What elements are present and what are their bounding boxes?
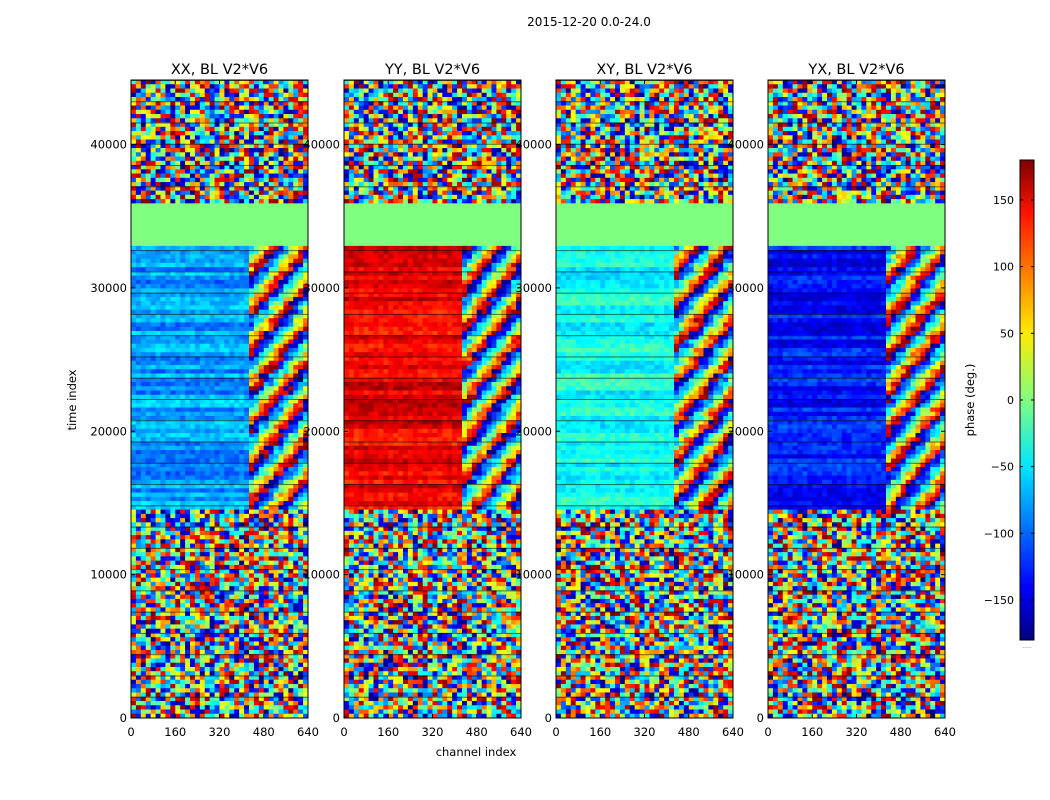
x-tick-label: 640 [722, 725, 744, 739]
colorbar-tick-label: −150 [984, 594, 1014, 607]
y-tick-label: 0 [120, 711, 127, 725]
y-tick-label: 10000 [515, 568, 552, 582]
x-tick-label: 480 [890, 725, 912, 739]
x-tick-label: 320 [209, 725, 231, 739]
x-tick-label: 0 [340, 725, 347, 739]
x-tick-label: 0 [764, 725, 771, 739]
panel-3: XY, BL V2*V6 0 160 320 480 640 0 10000 20000 3000… [515, 62, 744, 739]
y-tick-label: 30000 [727, 281, 764, 295]
panel-1-title: XX, BL V2*V6 [171, 62, 268, 78]
x-tick-label: 480 [678, 725, 700, 739]
x-tick-label: 0 [552, 725, 559, 739]
y-tick-label: 10000 [727, 568, 764, 582]
colorbar-tick-label: 50 [1000, 327, 1014, 340]
y-tick-label: 0 [333, 711, 340, 725]
x-tick-label: 480 [466, 725, 488, 739]
panel-3-title: XY, BL V2*V6 [596, 62, 692, 78]
x-tick-label: 320 [634, 725, 656, 739]
y-tick-label: 30000 [90, 281, 127, 295]
x-tick-label: 320 [846, 725, 868, 739]
y-tick-label: 20000 [90, 424, 127, 438]
y-tick-label: 0 [545, 711, 552, 725]
x-tick-label: 320 [422, 725, 444, 739]
colorbar-tick-label: 0 [1007, 394, 1014, 407]
x-axis-label: channel index [436, 745, 517, 759]
x-tick-label: 640 [510, 725, 532, 739]
colorbar-ticks: 150 100 50 0 −50 −100 −150 [984, 194, 1034, 607]
y-tick-label: 30000 [515, 281, 552, 295]
panel-2-heatmap [344, 80, 521, 718]
y-tick-label: 40000 [90, 138, 127, 152]
panel-2: YY, BL V2*V6 0 160 320 480 640 0 10000 20000 3000… [303, 62, 532, 739]
y-tick-label: 10000 [90, 568, 127, 582]
colorbar-label: phase (deg.) [963, 364, 977, 437]
y-tick-label: 40000 [515, 138, 552, 152]
x-tick-label: 160 [801, 725, 823, 739]
panel-3-heatmap [556, 80, 733, 718]
x-tick-label: 0 [127, 725, 134, 739]
y-tick-label: 40000 [303, 138, 340, 152]
colorbar: 150 100 50 0 −50 −100 −150 phase (deg.) ..... [963, 159, 1035, 650]
colorbar-tick-label: 150 [993, 194, 1014, 207]
colorbar-tick-label: −50 [991, 461, 1014, 474]
panel-1: XX, BL V2*V6 0 160 320 480 640 0 10000 20000 3000… [90, 62, 319, 739]
y-tick-label: 30000 [303, 281, 340, 295]
y-tick-label: 20000 [303, 424, 340, 438]
x-tick-label: 160 [377, 725, 399, 739]
colorbar-tick-label: 100 [993, 261, 1014, 274]
colorbar-footer: ..... [1022, 643, 1032, 650]
x-tick-label: 160 [164, 725, 186, 739]
colorbar-tick-label: −100 [984, 527, 1014, 540]
y-tick-label: 20000 [515, 424, 552, 438]
figure-suptitle: 2015-12-20 0.0-24.0 [527, 15, 651, 29]
y-axis-label: time index [65, 369, 79, 430]
y-tick-label: 10000 [303, 568, 340, 582]
panel-4-title: YX, BL V2*V6 [807, 62, 904, 78]
x-tick-label: 640 [297, 725, 319, 739]
panel-4-heatmap [768, 80, 945, 718]
y-tick-label: 0 [757, 711, 764, 725]
y-tick-label: 40000 [727, 138, 764, 152]
x-tick-label: 480 [253, 725, 275, 739]
panel-1-heatmap [131, 80, 308, 718]
panels: XX, BL V2*V6 0 160 320 480 640 0 10000 20000 3000… [90, 62, 956, 739]
panel-4: YX, BL V2*V6 0 160 320 480 640 0 10000 20000 3000… [727, 62, 956, 739]
panel-2-title: YY, BL V2*V6 [384, 62, 480, 78]
x-tick-label: 160 [589, 725, 611, 739]
y-tick-label: 20000 [727, 424, 764, 438]
x-tick-label: 640 [934, 725, 956, 739]
